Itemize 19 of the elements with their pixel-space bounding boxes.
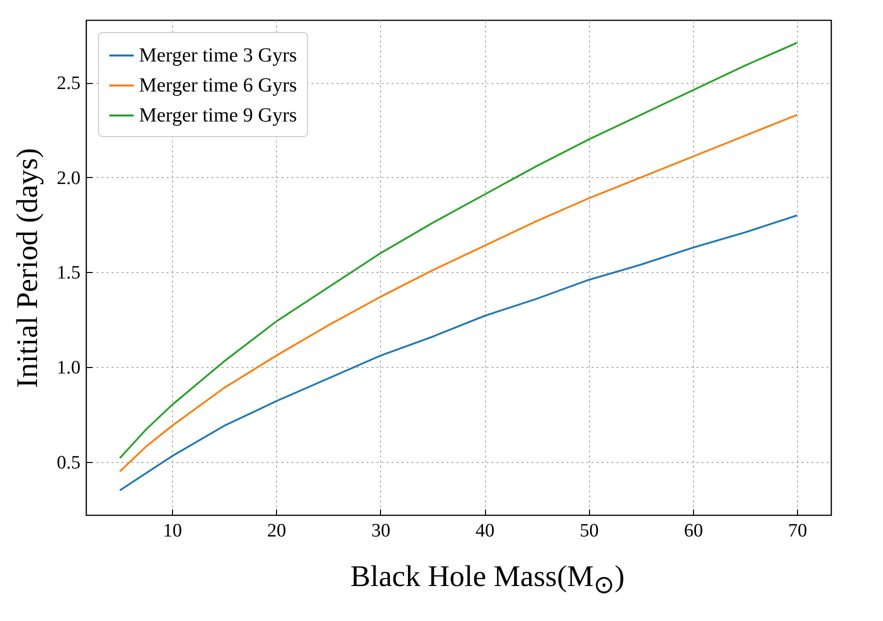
x-tick-label: 50 [580,520,599,542]
x-tick-label: 20 [267,520,286,542]
x-tick-label: 60 [684,520,703,542]
x-tick-label: 40 [476,520,495,542]
y-tick-label: 2.5 [56,73,80,94]
legend-label: Merger time 6 Gyrs [139,74,298,96]
y-tick-label: 1.5 [56,262,80,284]
legend-label: Merger time 9 Gyrs [139,104,298,126]
line-series [118,214,798,492]
legend-label: Merger time 3 Gyrs [139,44,298,66]
y-tick-label: 1.0 [56,358,80,379]
x-tick-label: 10 [162,520,182,542]
x-axis-title: Black Hole Mass(M$_{⊙}$) [349,560,626,600]
y-tick-label: 2.0 [56,168,80,189]
x-tick-label: 30 [371,520,390,542]
line-series [118,42,798,460]
x-tick-label: 70 [788,520,808,542]
y-axis-title: Initial Period (days) [10,148,44,388]
y-tick-label: 0.5 [56,452,80,474]
